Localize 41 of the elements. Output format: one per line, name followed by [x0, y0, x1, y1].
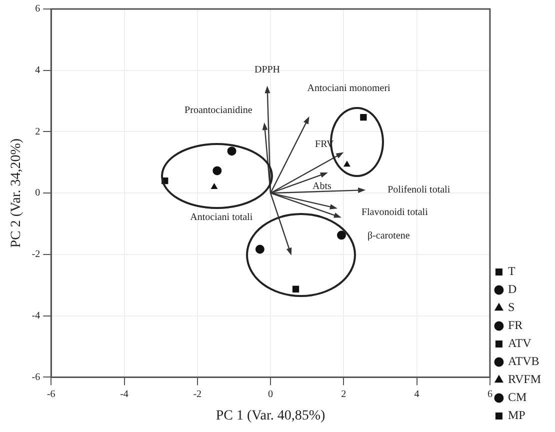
- point: [255, 244, 264, 254]
- legend-label: ATVB: [508, 354, 540, 368]
- annotation: DPPH: [254, 64, 280, 76]
- annotation: Antociani totali: [190, 212, 253, 224]
- legend-label: CM: [508, 390, 527, 404]
- annotation: Antociani monomeri: [307, 83, 391, 94]
- legend-label: MP: [508, 408, 526, 422]
- annotation: β-carotene: [367, 230, 410, 242]
- annotation: Flavonoidi totali: [361, 207, 428, 218]
- y-tick-label: 6: [35, 4, 40, 15]
- point: [211, 183, 218, 189]
- legend-label: ATV: [508, 336, 532, 350]
- point: [336, 230, 346, 240]
- x-axis-title: PC 1 (Var. 40,85%): [216, 408, 326, 424]
- legend-label: S: [508, 300, 515, 314]
- y-tick-label: -2: [32, 249, 40, 260]
- point: [227, 146, 236, 156]
- x-tick-label: 4: [414, 388, 420, 400]
- x-tick-label: -2: [193, 388, 202, 400]
- legend-label: T: [508, 264, 516, 278]
- point: [344, 161, 350, 167]
- x-tick-label: 2: [341, 388, 346, 400]
- annotation: Abts: [312, 181, 332, 192]
- x-tick-label: -6: [46, 388, 56, 400]
- y-tick-label: -6: [32, 372, 40, 383]
- y-tick-label: 0: [35, 188, 40, 199]
- annotation: Proantocianidine: [184, 105, 253, 116]
- y-axis-title: PC 2 (Var. 34,20%): [9, 138, 24, 248]
- y-tick-label: 2: [35, 126, 40, 138]
- point: [292, 286, 300, 292]
- point: [212, 166, 222, 176]
- x-tick-label: 6: [487, 388, 492, 400]
- legend-label: RVFM: [508, 372, 542, 386]
- point: [360, 114, 367, 121]
- y-tick-label: 4: [35, 64, 40, 76]
- legend-label: FR: [508, 318, 523, 332]
- x-tick-label: 0: [268, 388, 274, 400]
- annotation: Polifenoli totali: [388, 184, 450, 196]
- y-tick-label: -4: [32, 310, 40, 322]
- legend-label: D: [508, 282, 517, 296]
- x-tick-label: -4: [120, 388, 128, 400]
